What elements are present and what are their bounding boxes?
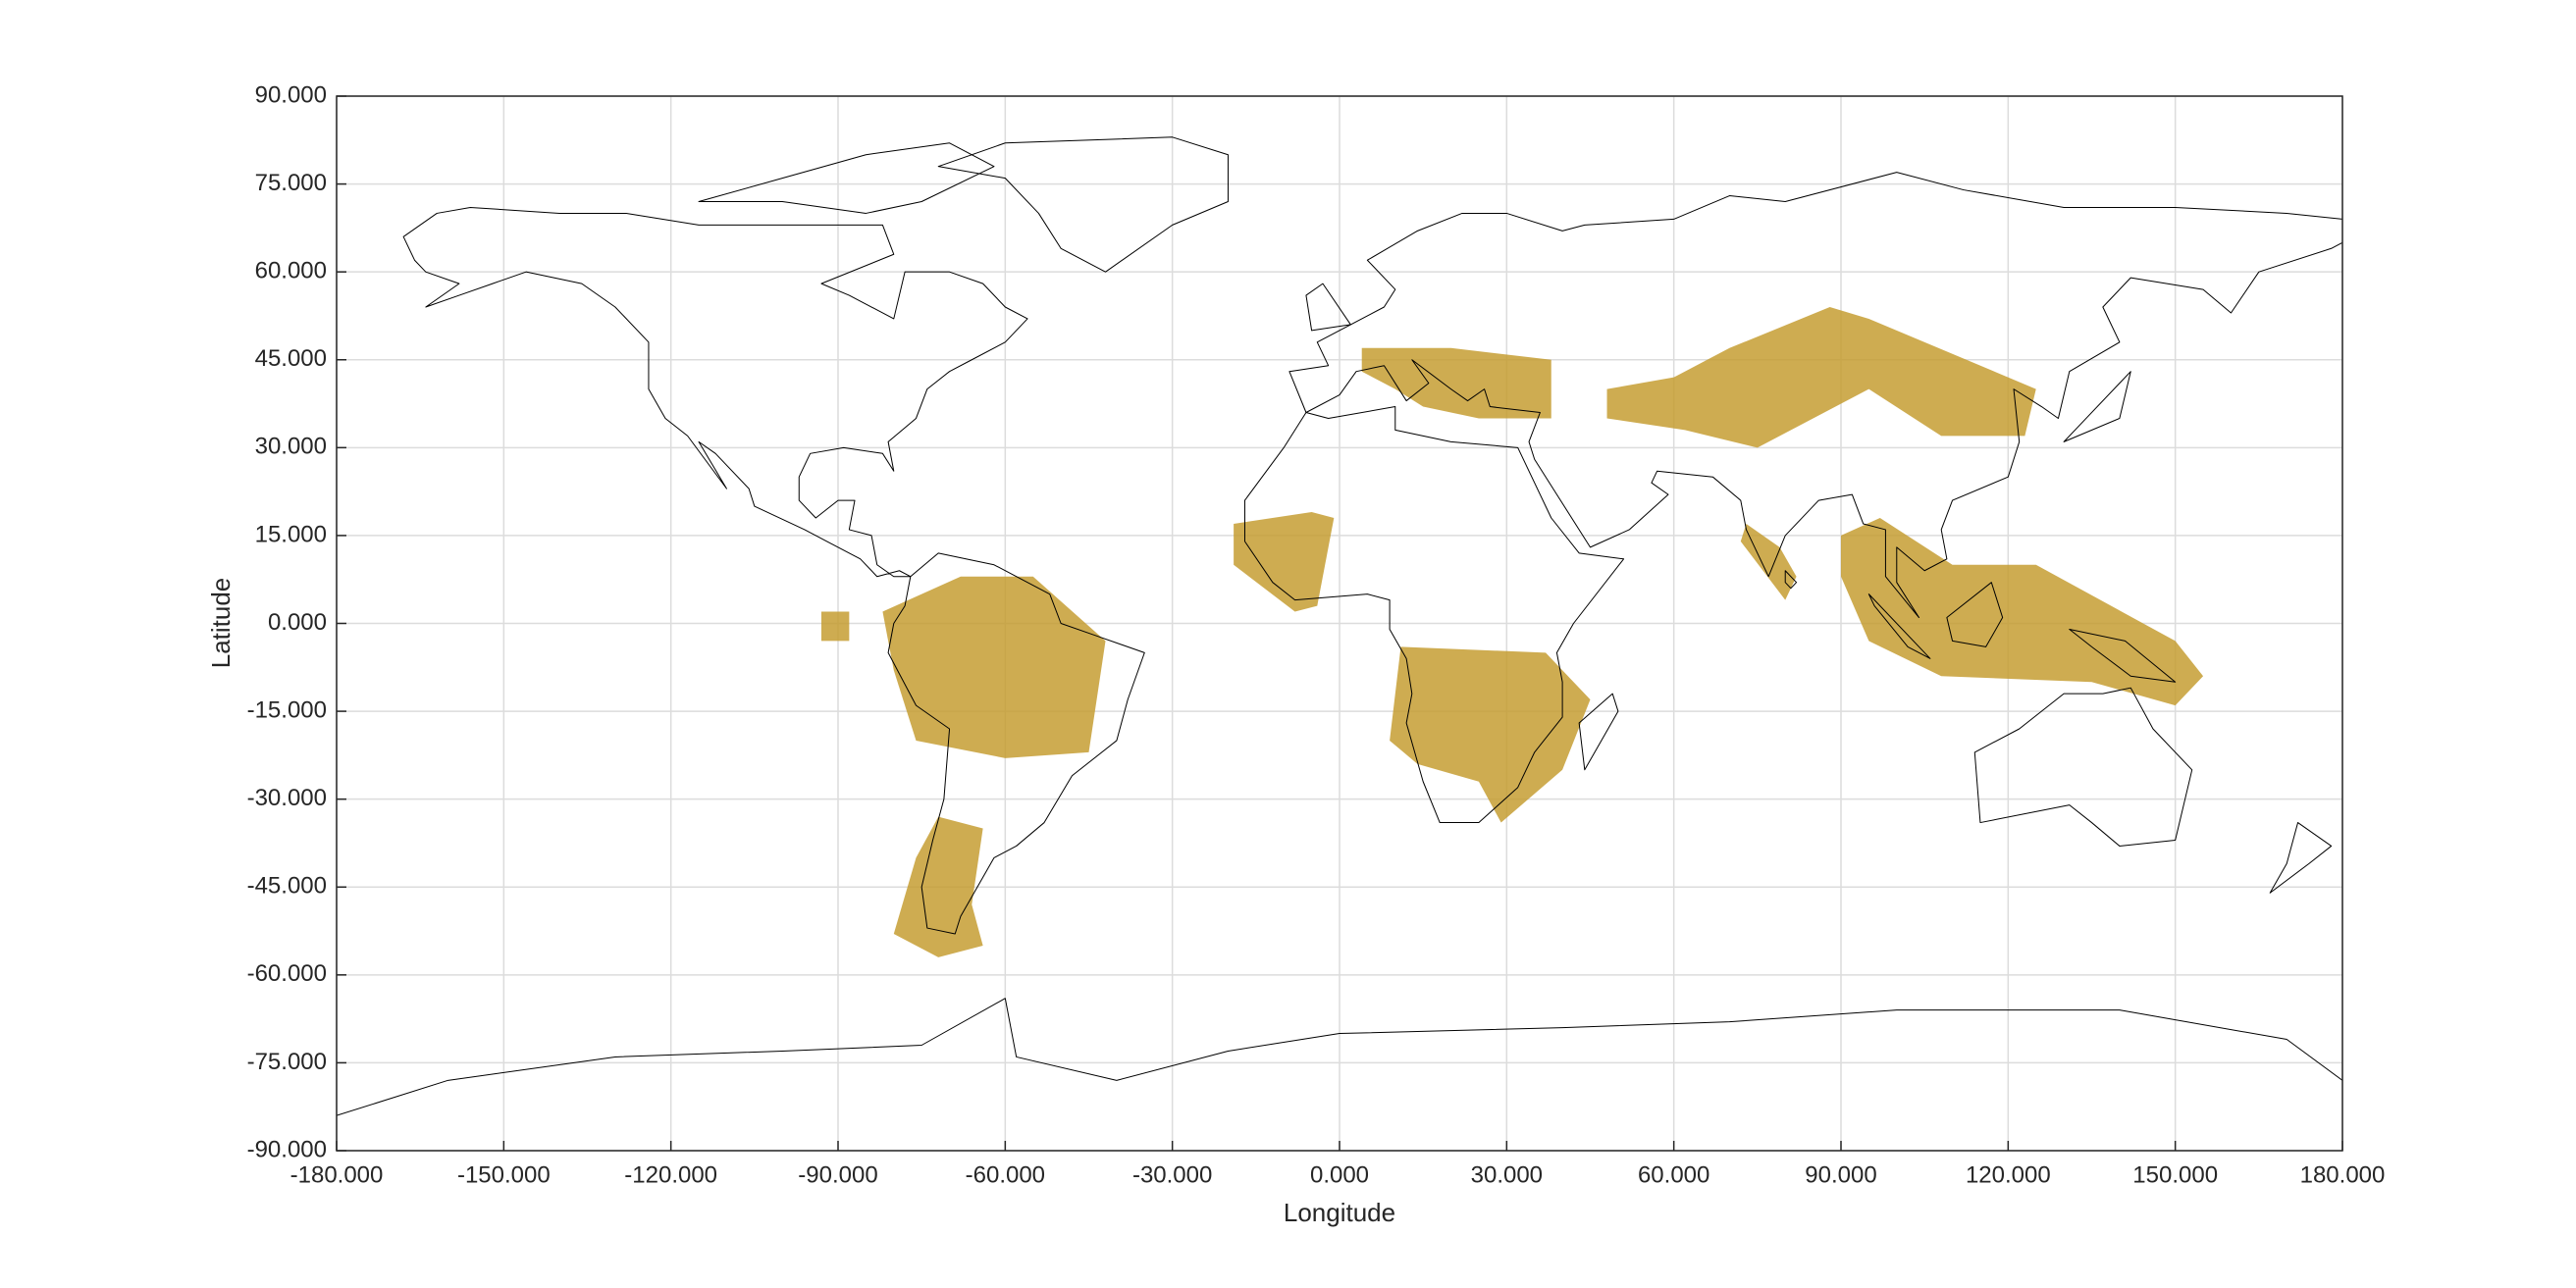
y-tick-label: 75.000 [255, 170, 327, 196]
swaths [820, 307, 2204, 957]
x-tick-label: 120.000 [1966, 1161, 2051, 1188]
coastline [403, 207, 1027, 576]
coastline [1579, 694, 1618, 770]
x-tick-label: 30.000 [1471, 1161, 1543, 1188]
y-tick-label: -75.000 [247, 1049, 327, 1075]
map [337, 137, 2342, 1115]
x-tick-label: 60.000 [1638, 1161, 1709, 1188]
swath [882, 576, 1106, 758]
y-tick-label: -60.000 [247, 960, 327, 987]
y-tick-label: -15.000 [247, 696, 327, 723]
swath [1841, 518, 2204, 706]
coastline [1868, 594, 1929, 659]
coastline [1289, 173, 2342, 618]
y-tick-label: -30.000 [247, 785, 327, 811]
coastline [1785, 571, 1796, 589]
x-tick-label: 90.000 [1805, 1161, 1876, 1188]
coastline [888, 553, 1144, 934]
y-tick-label: -90.000 [247, 1136, 327, 1162]
y-tick-label: 30.000 [255, 434, 327, 460]
coastline [2270, 823, 2331, 894]
swath [1740, 523, 1797, 600]
x-tick-label: -120.000 [624, 1161, 717, 1188]
x-tick-label: -60.000 [966, 1161, 1045, 1188]
x-tick-label: 150.000 [2132, 1161, 2218, 1188]
coastline [1947, 583, 2003, 647]
coastline [1244, 407, 1623, 823]
coastline [1974, 688, 2191, 846]
x-tick-label: 180.000 [2300, 1161, 2386, 1188]
x-tick-label: 0.000 [1310, 1161, 1369, 1188]
swath [1361, 347, 1551, 419]
swath [820, 611, 850, 642]
swath [1390, 646, 1591, 823]
x-tick-label: -90.000 [798, 1161, 877, 1188]
y-tick-label: -45.000 [247, 873, 327, 900]
y-tick-label: 0.000 [268, 609, 327, 636]
swath [1606, 307, 2036, 448]
y-tick-label: 45.000 [255, 345, 327, 372]
x-tick-label: -180.000 [290, 1161, 384, 1188]
y-tick-label: 90.000 [255, 81, 327, 108]
coastline [1306, 283, 1350, 331]
swath [1234, 512, 1335, 612]
coastline [699, 143, 994, 214]
coastline [2064, 372, 2130, 442]
x-axis-label: Longitude [1284, 1198, 1395, 1227]
y-axis-label: Latitude [206, 578, 236, 669]
x-tick-label: -30.000 [1132, 1161, 1212, 1188]
coastlines [337, 137, 2342, 1115]
swath [893, 816, 983, 957]
coastline [2070, 629, 2176, 682]
y-tick-label: 15.000 [255, 521, 327, 547]
coastline [938, 137, 1228, 272]
coastline [337, 999, 2342, 1115]
y-tick-label: 60.000 [255, 258, 327, 284]
x-tick-label: -150.000 [457, 1161, 551, 1188]
map-layer [337, 137, 2342, 1115]
